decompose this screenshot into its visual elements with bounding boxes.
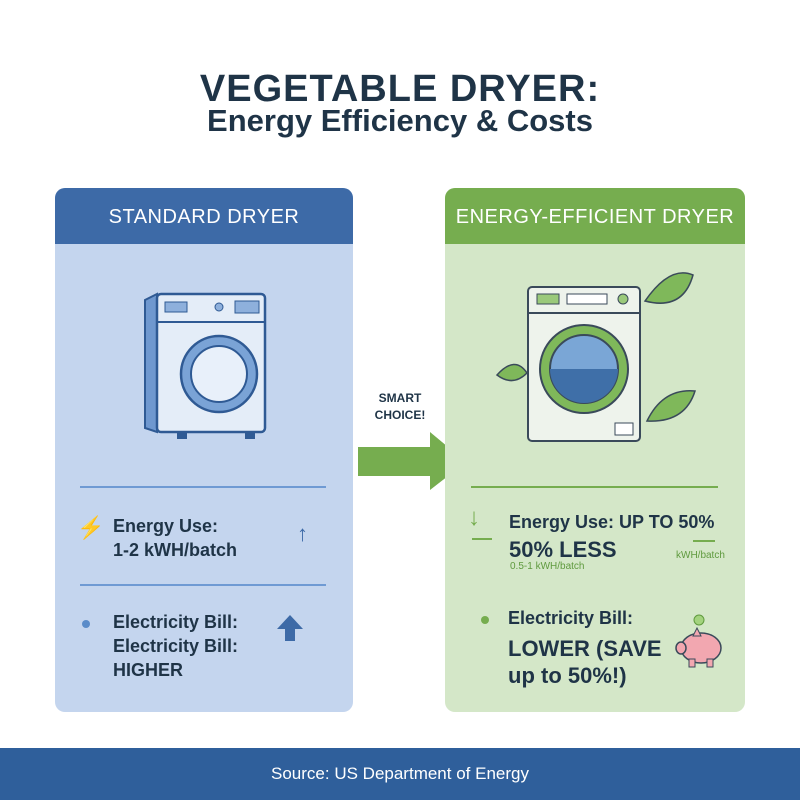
title-line1: VEGETABLE DRYER:	[199, 68, 601, 110]
lightning-icon: ⚡	[77, 515, 105, 540]
leaf-icon	[643, 272, 694, 304]
efficient-bill-value-line1: LOWER (SAVE	[508, 636, 662, 661]
standard-dryer-panel: STANDARD DRYER ⚡ Energy Use: 1-2 kWH/bat…	[55, 188, 353, 712]
efficient-energy-value: 50% LESS	[509, 537, 617, 562]
efficient-energy-sub: 0.5-1 kWH/batch	[510, 561, 585, 572]
standard-energy-label: Energy Use:	[113, 516, 219, 536]
efficient-dryer-panel: ENERGY-EFFICIENT DRYER ↓ Energy Use: UP …	[445, 188, 745, 712]
standard-bill-label-repeat: Electricity Bill:	[113, 636, 239, 656]
title-line2: Energy Efficiency & Costs	[207, 103, 593, 138]
standard-bill-value: HIGHER	[113, 660, 184, 680]
standard-header: STANDARD DRYER	[55, 188, 353, 244]
arrow-down-icon: ↓	[468, 504, 480, 531]
standard-bill-label: Electricity Bill:	[113, 612, 239, 632]
efficient-bill-label: Electricity Bill:	[508, 608, 634, 628]
smart-choice-line1: SMART	[378, 391, 422, 405]
efficient-header: ENERGY-EFFICIENT DRYER	[445, 188, 745, 244]
bold-arrow-up-icon	[277, 615, 303, 641]
piggy-bank-icon	[675, 614, 722, 668]
efficient-energy-label: Energy Use: UP TO 50%	[509, 512, 715, 532]
bullet-icon	[82, 620, 90, 628]
leaf-icon	[495, 363, 528, 382]
source-footer: Source: US Department of Energy	[0, 748, 800, 800]
arrow-up-icon: ↑	[297, 521, 308, 546]
efficient-energy-unit: kWH/batch	[676, 550, 725, 561]
efficient-bill-value-line2: up to 50%!)	[508, 663, 627, 688]
washer-icon	[144, 292, 267, 439]
efficient-washer-icon	[495, 272, 696, 442]
smart-choice-line2: CHOICE!	[374, 408, 426, 422]
leaf-icon	[645, 390, 696, 422]
bullet-icon	[481, 616, 489, 624]
standard-energy-value: 1-2 kWH/batch	[113, 540, 238, 560]
arrow-right-icon	[358, 432, 466, 490]
